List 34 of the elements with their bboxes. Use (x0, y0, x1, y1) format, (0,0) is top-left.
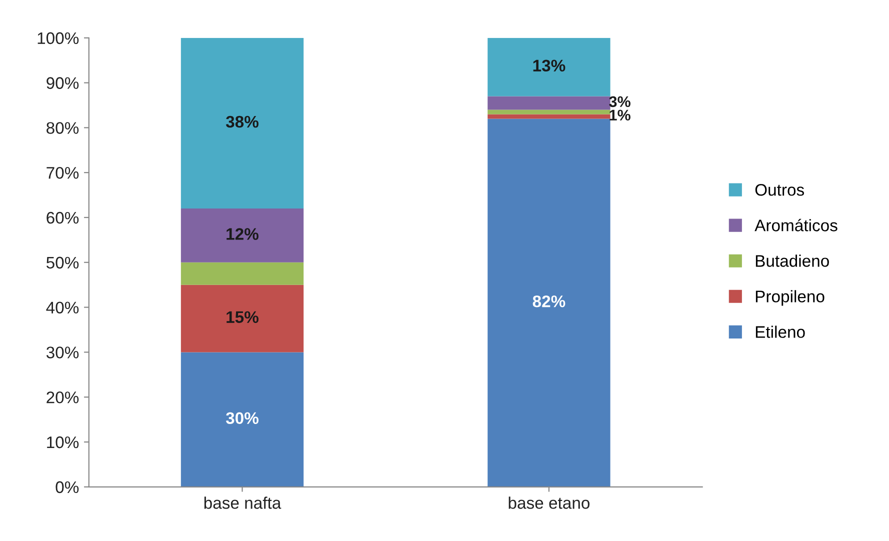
data-label: 15% (226, 311, 258, 323)
legend-label: Etileno (756, 326, 805, 338)
bar (488, 110, 610, 114)
y-tick-label: 20% (46, 391, 79, 404)
y-tick-label: 70% (46, 166, 79, 179)
y-tick-label: 80% (46, 122, 79, 134)
data-label: 82% (532, 295, 566, 308)
y-tick-label: 60% (46, 212, 79, 224)
y-tick-label: 100% (38, 32, 79, 44)
x-tick-label: base nafta (204, 496, 282, 509)
data-label: 30% (226, 412, 258, 424)
data-label: 12% (226, 228, 258, 240)
y-tick-label: 30% (46, 346, 79, 358)
legend-label: Propileno (756, 290, 824, 306)
bar (180, 38, 304, 208)
bar (488, 96, 610, 110)
bar (488, 114, 610, 119)
bar (180, 352, 304, 487)
y-tick-label: 40% (46, 302, 79, 314)
y-tick-label: 0% (56, 481, 79, 494)
legend-label: Butadieno (756, 254, 829, 267)
bar (488, 38, 610, 96)
legend-label: Outros (755, 184, 804, 196)
y-tick-label: 10% (47, 436, 79, 448)
data-label: 38% (226, 116, 258, 128)
bar (180, 208, 304, 262)
bar (180, 262, 304, 285)
y-tick-label: 90% (46, 77, 79, 89)
bar (180, 284, 304, 352)
y-tick-label: 50% (46, 256, 79, 269)
data-label: 13% (533, 60, 566, 72)
bar (488, 118, 610, 487)
x-tick-label: base etano (508, 496, 590, 509)
legend-label: Aromáticos (754, 218, 838, 232)
